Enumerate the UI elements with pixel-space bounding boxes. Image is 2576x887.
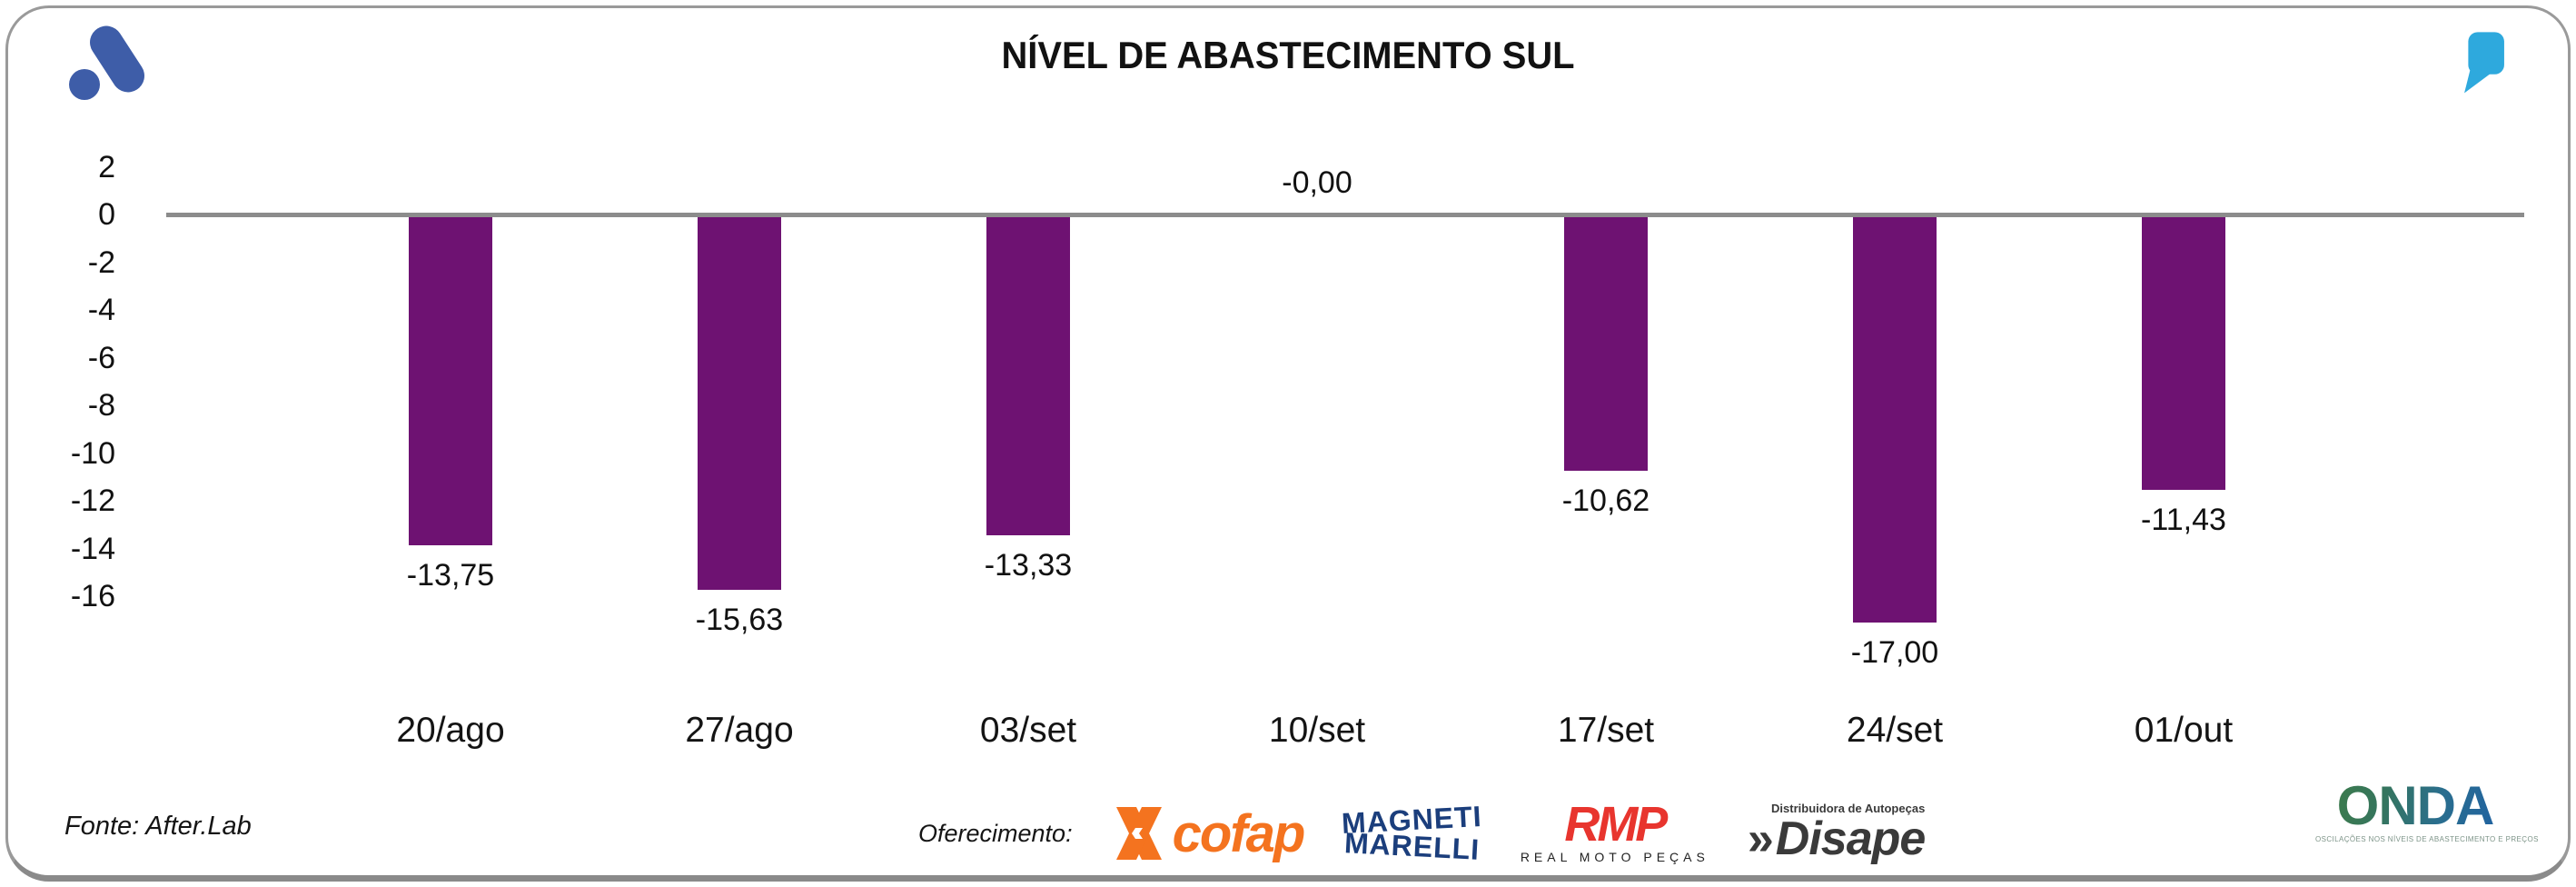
y-axis-tick-label: 0 xyxy=(98,197,115,232)
sponsor-label: Oferecimento: xyxy=(918,819,1073,847)
onda-wordmark: ONDA xyxy=(2315,779,2515,833)
y-axis-tick-label: -2 xyxy=(87,244,115,280)
y-axis-tick-label: -6 xyxy=(87,340,115,375)
magneti-marelli-logo: MAGNETI MARELLI xyxy=(1341,800,1482,866)
x-axis-label: 10/set xyxy=(1268,711,1366,750)
source-note: Fonte: After.Lab xyxy=(64,812,252,841)
y-axis-tick-label: -12 xyxy=(70,483,115,518)
bar xyxy=(698,217,781,591)
bar-value-label: -0,00 xyxy=(1282,165,1352,200)
y-axis-tick-label: 2 xyxy=(98,149,115,184)
bar-value-label: -11,43 xyxy=(2141,503,2226,538)
y-axis-tick-label: -10 xyxy=(70,435,115,471)
disape-name: Disape xyxy=(1775,812,1927,865)
bar xyxy=(2142,217,2225,491)
y-axis-tick-label: -8 xyxy=(87,388,115,423)
bar xyxy=(1853,217,1937,623)
bar-value-label: -10,62 xyxy=(1561,483,1650,518)
rmp-wordmark: RMP xyxy=(1564,796,1668,852)
cofap-x-icon xyxy=(1115,807,1162,860)
bar xyxy=(1564,217,1648,471)
y-axis-tick-label: -16 xyxy=(70,579,115,613)
onda-tagline: OSCILAÇÕES NOS NÍVEIS DE ABASTECIMENTO E… xyxy=(2315,835,2539,843)
chart-card: NÍVEL DE ABASTECIMENTO SUL 2 0 -2 -4 -6 -8 -10… xyxy=(5,5,2571,882)
sponsor-row: Oferecimento: cofap MAGNETI MARELLI RMP … xyxy=(918,782,1927,875)
bar-chart: 2 0 -2 -4 -6 -8 -10 -12 -14 -16 -13,75 20/ago -15,63… xyxy=(8,8,2568,875)
rmp-logo: RMP REAL MOTO PEÇAS xyxy=(1520,796,1709,865)
x-axis-label: 24/set xyxy=(1846,711,1944,750)
afterlab-logo-icon xyxy=(69,25,144,100)
bar-value-label: -15,63 xyxy=(695,603,784,638)
y-axis-tick-label: -14 xyxy=(70,531,115,566)
disape-toptext: Distribuidora de Autopeças xyxy=(1771,801,1926,815)
cofap-wordmark: cofap xyxy=(1172,803,1306,863)
quote-icon xyxy=(2464,32,2504,94)
page-title: NÍVEL DE ABASTECIMENTO SUL xyxy=(1001,34,1575,76)
x-axis-label: 17/set xyxy=(1557,711,1655,750)
bar-value-label: -13,75 xyxy=(406,557,495,593)
x-axis-label: 27/ago xyxy=(685,711,794,750)
magneti-line2: MARELLI xyxy=(1343,826,1481,866)
y-axis-tick-label: -4 xyxy=(87,293,115,327)
disape-chevrons-icon: » xyxy=(1747,812,1774,865)
zero-axis-line xyxy=(166,213,2524,217)
bar xyxy=(986,217,1070,535)
x-axis-label: 03/set xyxy=(979,711,1077,750)
cofap-logo: cofap xyxy=(1111,803,1306,864)
onda-logo: ONDA OSCILAÇÕES NOS NÍVEIS DE ABASTECIME… xyxy=(2315,779,2539,844)
disape-logo: Distribuidora de Autopeças » Disape xyxy=(1747,801,1927,866)
x-axis-label: 01/out xyxy=(2134,711,2234,750)
disape-wordmark: » Disape xyxy=(1747,812,1927,866)
bar-value-label: -13,33 xyxy=(984,547,1073,583)
bar-value-label: -17,00 xyxy=(1850,635,1939,671)
bar xyxy=(409,217,492,545)
x-axis-label: 20/ago xyxy=(396,711,505,750)
rmp-subtext: REAL MOTO PEÇAS xyxy=(1520,850,1709,865)
